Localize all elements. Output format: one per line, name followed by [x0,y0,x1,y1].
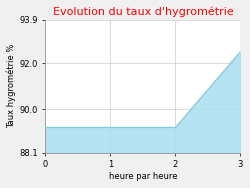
Title: Evolution du taux d'hygrométrie: Evolution du taux d'hygrométrie [52,7,233,17]
X-axis label: heure par heure: heure par heure [109,172,177,181]
Y-axis label: Taux hygrométrie %: Taux hygrométrie % [7,44,16,128]
